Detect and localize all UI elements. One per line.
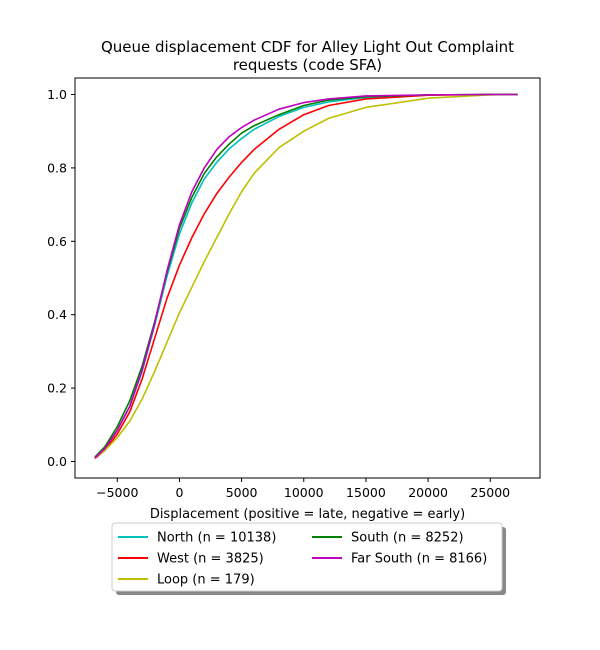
y-tick-label: 0.2: [47, 381, 67, 396]
x-tick-label: −5000: [96, 485, 138, 500]
x-tick-label: 0: [175, 485, 183, 500]
y-tick-label: 0.0: [47, 454, 67, 469]
legend-items: North (n = 10138) West (n = 3825) Loop (n …: [118, 531, 487, 588]
series-line-0: [94, 93, 518, 459]
series-line-3: [94, 93, 518, 458]
y-axis: 0.0 0.2 0.4 0.6 0.8 1.0: [47, 87, 75, 469]
x-tick-label: 25000: [470, 485, 510, 500]
x-tick-label: 5000: [226, 485, 258, 500]
legend-label-4: Far South (n = 8166): [351, 552, 487, 567]
x-tick-label: 20000: [408, 485, 448, 500]
chart-title-line-2: requests (code SFA): [233, 56, 382, 74]
y-tick-label: 1.0: [47, 87, 67, 102]
y-tick-label: 0.4: [47, 307, 67, 322]
y-tick-label: 0.8: [47, 160, 67, 175]
chart-title-line-1: Queue displacement CDF for Alley Light O…: [101, 38, 514, 56]
x-axis-label: Displacement (positive = late, negative …: [150, 507, 465, 522]
x-axis: −5000 0 5000 10000 15000 20000 25000: [96, 478, 510, 500]
legend: North (n = 10138) West (n = 3825) Loop (n …: [111, 522, 506, 595]
legend-label-1: West (n = 3825): [157, 552, 264, 567]
series-line-1: [94, 93, 518, 460]
y-tick-label: 0.6: [47, 234, 67, 249]
x-tick-label: 10000: [284, 485, 324, 500]
series-layer: [94, 93, 518, 460]
plot-area: [74, 77, 541, 479]
legend-label-0: North (n = 10138): [157, 531, 276, 546]
plot-frame: [74, 77, 541, 479]
series-line-4: [94, 93, 518, 459]
legend-label-2: Loop (n = 179): [157, 573, 255, 588]
x-tick-label: 15000: [346, 485, 386, 500]
series-line-2: [94, 93, 518, 459]
legend-label-3: South (n = 8252): [351, 531, 464, 546]
legend-box: [111, 522, 503, 592]
